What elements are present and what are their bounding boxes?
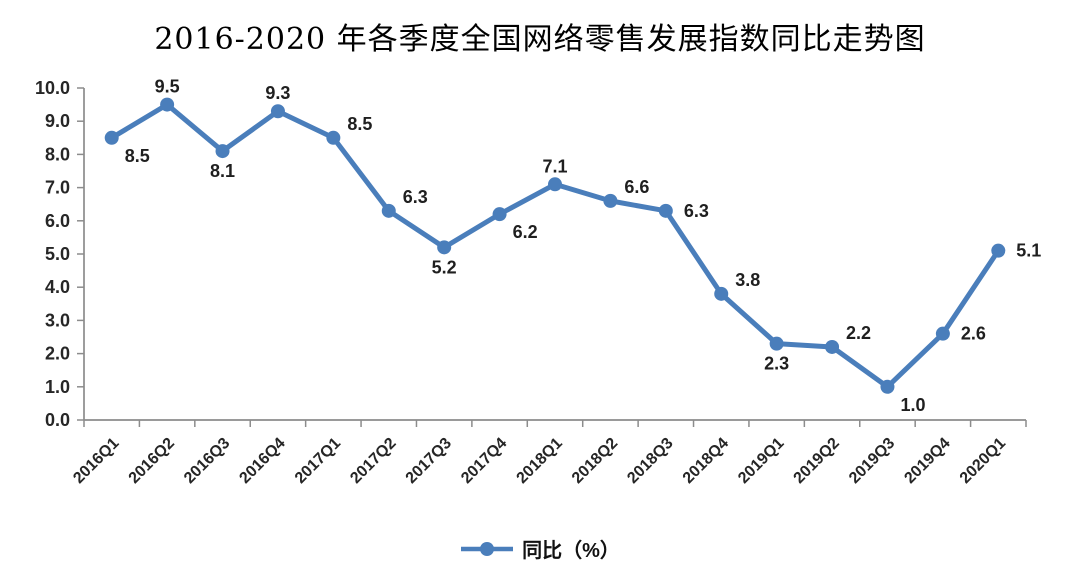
- x-tick-label: 2019Q1: [735, 435, 787, 487]
- y-tick-label: 8.0: [45, 144, 70, 164]
- y-tick-label: 1.0: [45, 377, 70, 397]
- legend-label: 同比（%）: [522, 540, 620, 562]
- data-label: 6.6: [624, 177, 649, 197]
- data-label: 9.5: [155, 77, 180, 97]
- data-label: 5.1: [1016, 241, 1041, 261]
- legend-line-marker-icon: [461, 541, 514, 556]
- series-group: [104, 97, 1006, 394]
- data-point: [991, 243, 1006, 258]
- x-tick-label: 2019Q2: [791, 435, 843, 487]
- chart-title: 2016-2020 年各季度全国网络零售发展指数同比走势图: [154, 22, 926, 57]
- data-label: 1.0: [900, 395, 925, 415]
- y-tick-label: 2.0: [45, 344, 70, 364]
- data-point: [215, 144, 230, 159]
- axes: 0.0 1.0 2.0 3.0 4.0 5.0 6.0 7.0 8.0 9.0 10.0 2016Q1…: [35, 78, 1027, 487]
- data-point: [492, 207, 507, 222]
- data-label: 6.3: [684, 201, 709, 221]
- x-tick-label: 2020Q1: [957, 435, 1009, 487]
- x-tick-label: 2016Q2: [126, 435, 178, 487]
- data-label: 6.3: [403, 187, 428, 207]
- data-point: [825, 339, 840, 354]
- data-label: 8.5: [125, 146, 150, 166]
- y-tick-label: 7.0: [45, 178, 70, 198]
- y-tick-label: 10.0: [35, 78, 70, 98]
- data-label: 2.6: [961, 324, 986, 344]
- data-label: 8.5: [347, 114, 372, 134]
- data-label: 5.2: [432, 257, 457, 277]
- x-tick-label: 2017Q2: [347, 435, 399, 487]
- y-tick-label: 6.0: [45, 211, 70, 231]
- x-tick-label: 2018Q4: [680, 435, 732, 487]
- data-point: [548, 177, 562, 192]
- data-label: 2.3: [764, 354, 789, 374]
- data-label: 9.3: [265, 83, 290, 103]
- y-tick-label: 3.0: [45, 310, 70, 330]
- x-tick-label: 2016Q3: [181, 435, 233, 487]
- data-label: 2.2: [846, 323, 871, 343]
- data-point: [658, 203, 673, 218]
- data-label: 3.8: [735, 270, 760, 290]
- y-tick-label: 9.0: [45, 111, 70, 131]
- x-tick-label: 2018Q2: [569, 435, 621, 487]
- y-tick-label: 5.0: [45, 244, 70, 264]
- legend: 同比（%）: [0, 534, 1080, 563]
- y-tick-label: 0.0: [45, 410, 70, 430]
- x-tick-label: 2017Q3: [403, 435, 455, 487]
- x-tick-label: 2019Q4: [901, 435, 953, 487]
- x-tick-label: 2017Q1: [292, 435, 344, 487]
- x-tick-label: 2018Q1: [514, 435, 566, 487]
- data-point: [769, 336, 784, 351]
- data-point: [381, 203, 396, 218]
- data-label: 6.2: [513, 222, 538, 242]
- data-point: [935, 326, 950, 341]
- data-point: [714, 286, 729, 301]
- data-label: 7.1: [542, 156, 567, 176]
- data-point: [160, 97, 175, 112]
- data-point: [603, 193, 618, 208]
- data-labels: 8.5 9.5 8.1 9.3 8.5 6.3 5.2 6.2 7.1 6.6 6.3 3.8 2.3 2…: [125, 77, 1042, 415]
- legend-marker-dot: [480, 541, 495, 556]
- x-tick-label: 2017Q4: [458, 435, 510, 487]
- x-tick-label: 2016Q4: [236, 435, 288, 487]
- data-point: [880, 379, 895, 394]
- x-tick-label: 2019Q3: [846, 435, 898, 487]
- series-line: [109, 102, 1001, 390]
- y-tick-label: 4.0: [45, 277, 70, 297]
- data-label: 8.1: [210, 161, 235, 181]
- data-point: [270, 104, 285, 119]
- data-point: [437, 240, 452, 255]
- data-point: [104, 130, 119, 145]
- x-tick-label: 2018Q3: [624, 435, 676, 487]
- data-point: [326, 130, 341, 145]
- x-tick-label: 2016Q1: [70, 435, 122, 487]
